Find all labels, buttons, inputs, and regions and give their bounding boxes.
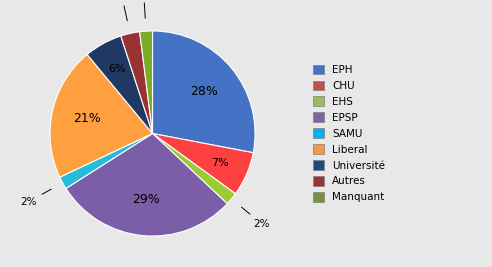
Text: 29%: 29% xyxy=(132,193,160,206)
Text: 28%: 28% xyxy=(190,85,218,97)
Wedge shape xyxy=(140,31,153,134)
Legend: EPH, CHU, EHS, EPSP, SAMU, Liberal, Université, Autres, Manquant: EPH, CHU, EHS, EPSP, SAMU, Liberal, Univ… xyxy=(310,61,388,206)
Text: 21%: 21% xyxy=(74,112,101,125)
Text: 2%: 2% xyxy=(242,207,270,229)
Wedge shape xyxy=(66,134,227,236)
Text: 6%: 6% xyxy=(108,64,126,74)
Wedge shape xyxy=(153,134,253,194)
Wedge shape xyxy=(121,32,153,134)
Wedge shape xyxy=(50,54,153,177)
Wedge shape xyxy=(153,134,236,204)
Wedge shape xyxy=(153,31,255,153)
Text: 7%: 7% xyxy=(212,158,229,168)
Text: 3%: 3% xyxy=(113,0,130,21)
Wedge shape xyxy=(87,36,153,134)
Wedge shape xyxy=(60,134,153,189)
Text: 2%: 2% xyxy=(135,0,152,18)
Text: 2%: 2% xyxy=(20,189,51,207)
